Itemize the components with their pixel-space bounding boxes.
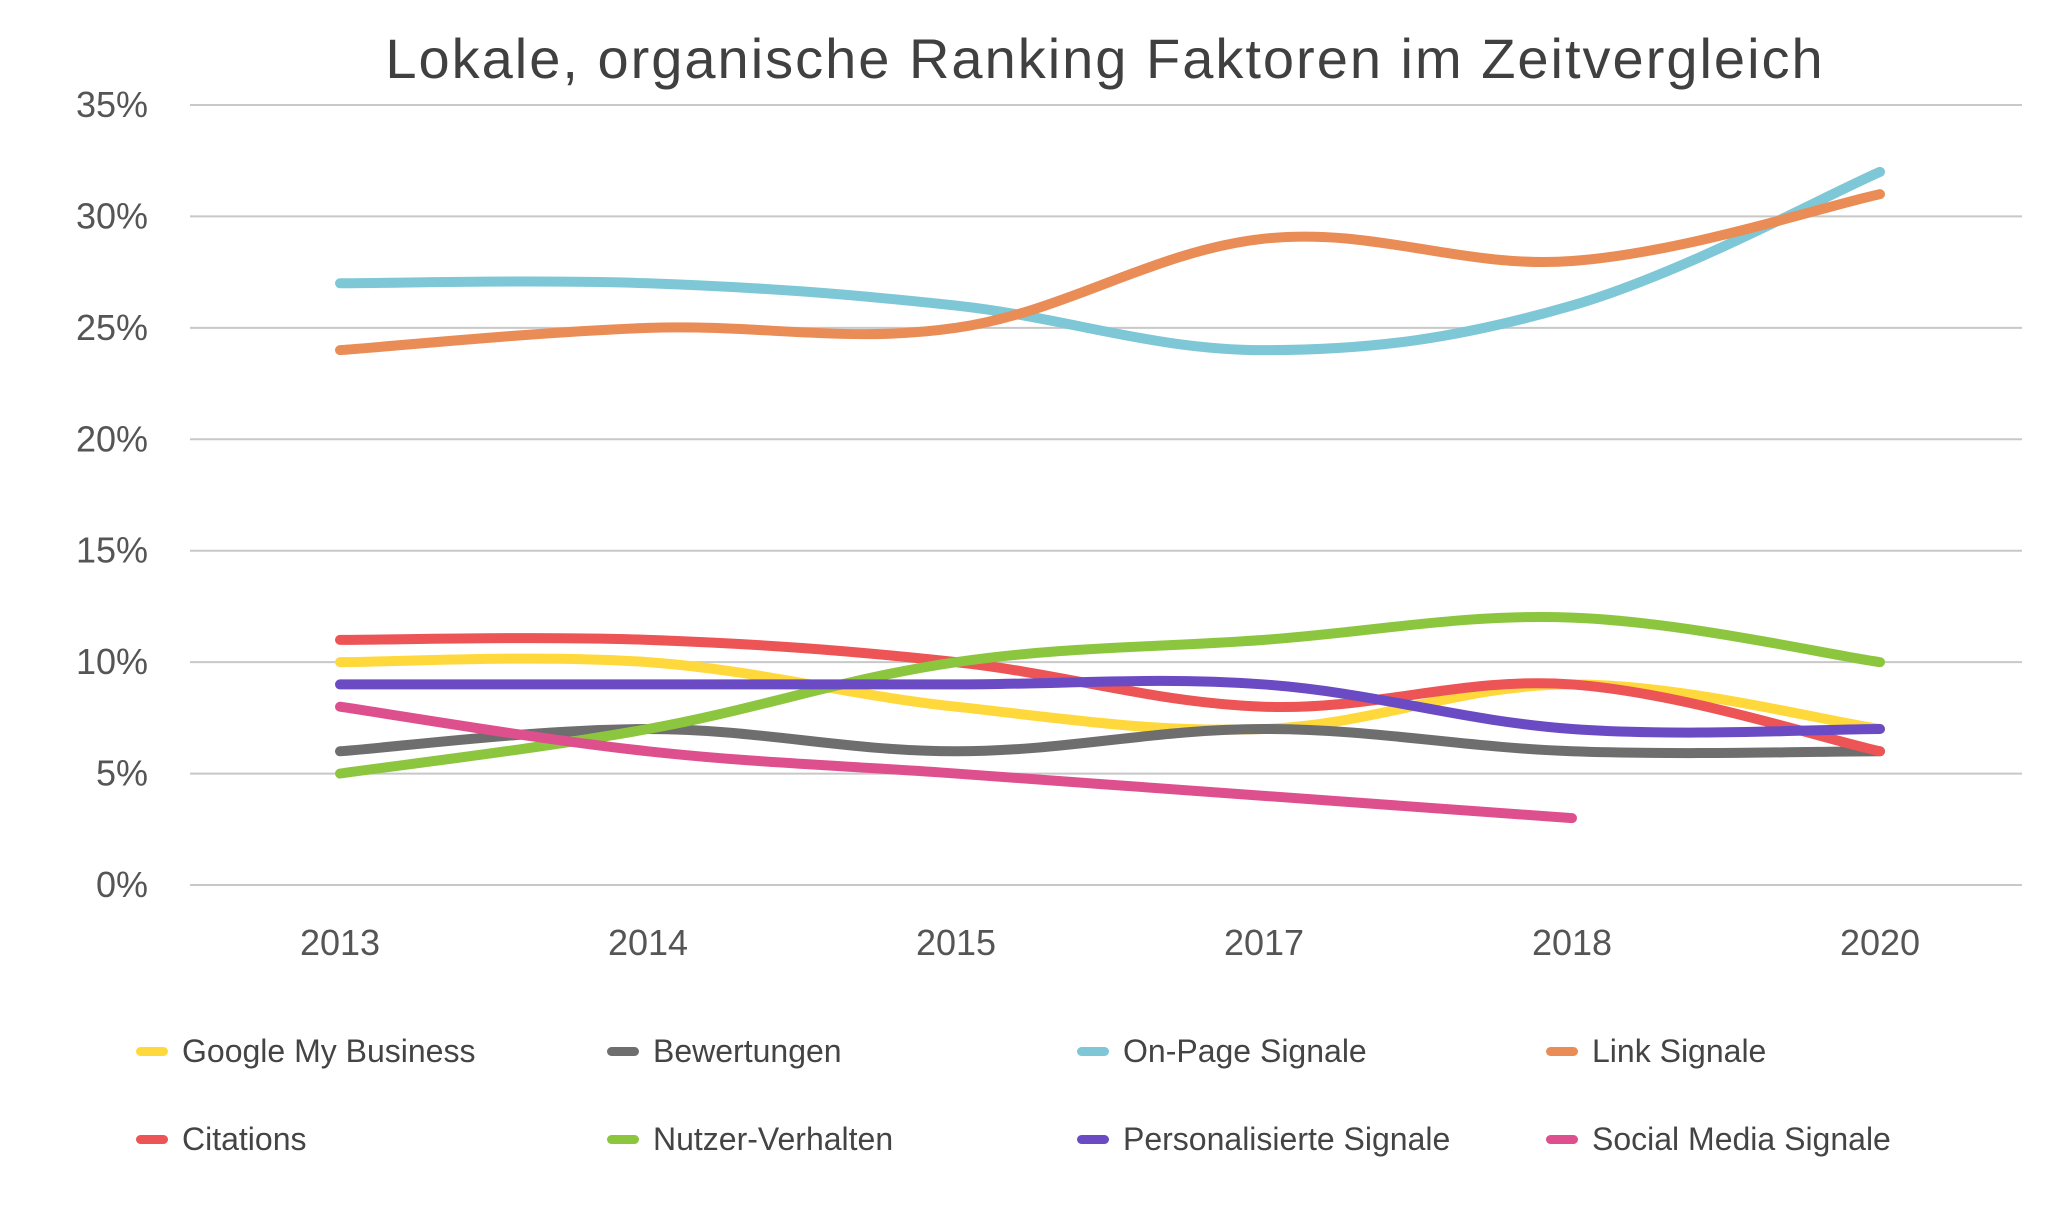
gridlines	[190, 104, 2022, 886]
x-tick-label: 2018	[1532, 922, 1612, 963]
y-tick-label: 10%	[76, 641, 148, 682]
y-tick-label: 25%	[76, 307, 148, 348]
series-line-social-media-signale	[335, 701, 1577, 824]
x-tick-label: 2015	[916, 922, 996, 963]
x-tick-label: 2013	[300, 922, 380, 963]
y-tick-label: 0%	[96, 864, 148, 905]
x-axis-ticks: 2013 2014 2015 2017 2018 2020	[300, 922, 1920, 963]
series-line-bewertungen	[335, 724, 1885, 759]
chart-title: Lokale, organische Ranking Faktoren im Z…	[385, 27, 1824, 90]
y-tick-label: 35%	[76, 84, 148, 125]
x-tick-label: 2017	[1224, 922, 1304, 963]
series-line-on-page-signale	[335, 166, 1885, 356]
y-tick-label: 15%	[76, 530, 148, 571]
series-line-nutzer-verhalten	[335, 612, 1885, 779]
series-line-citations	[335, 633, 1885, 757]
y-axis-ticks: 0% 5% 10% 15% 20% 25% 30% 35%	[76, 84, 148, 905]
series-line-personalisierte-signale	[335, 675, 1885, 738]
series-lines	[335, 166, 1885, 824]
y-tick-label: 5%	[96, 753, 148, 794]
x-tick-label: 2014	[608, 922, 688, 963]
y-tick-label: 20%	[76, 418, 148, 459]
x-tick-label: 2020	[1840, 922, 1920, 963]
series-line-link-signale	[335, 189, 1885, 356]
y-tick-label: 30%	[76, 195, 148, 236]
